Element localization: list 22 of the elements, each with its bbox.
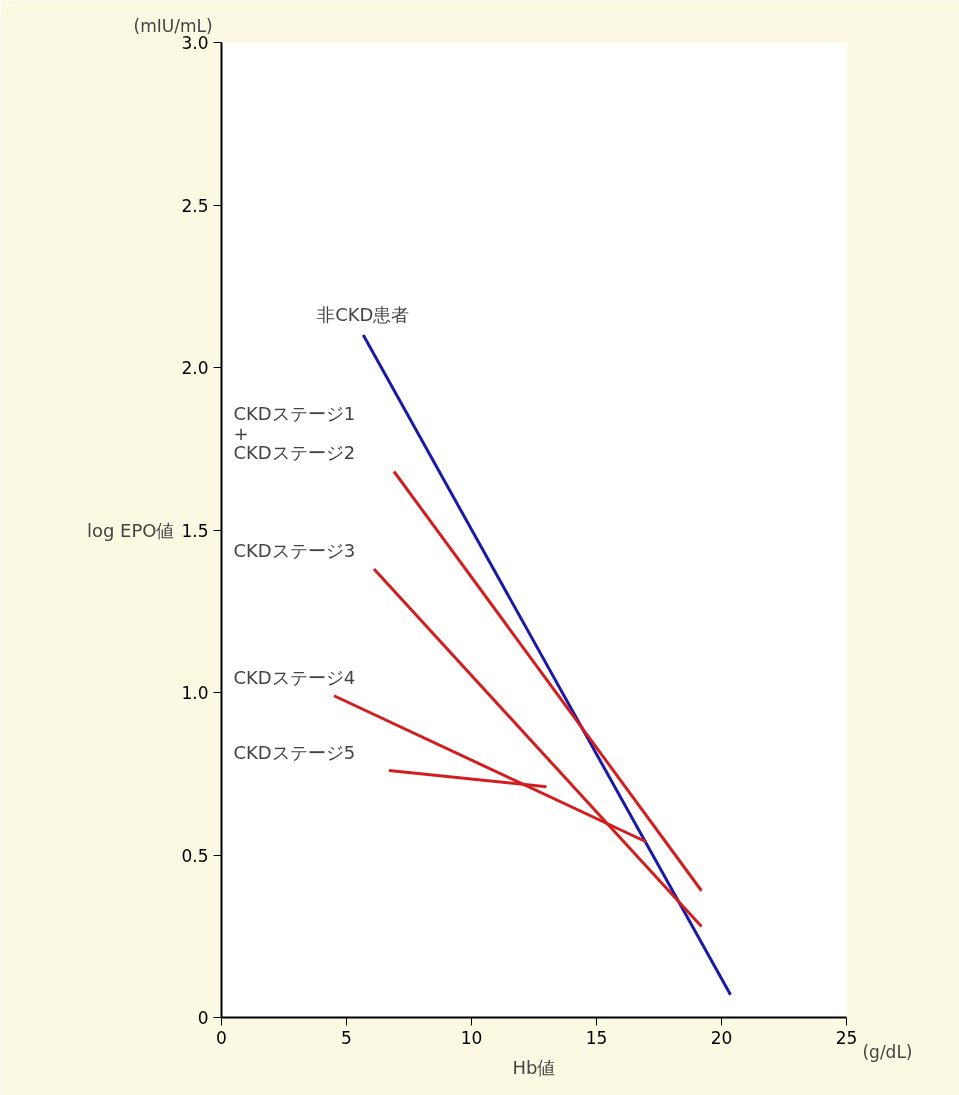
x-tick-label: 25: [835, 1027, 858, 1048]
series-label: CKDステージ3: [233, 540, 356, 561]
x-tick-label: 15: [585, 1027, 608, 1048]
y-tick-label: 2.5: [181, 195, 209, 216]
y-tick-label: 2.0: [181, 358, 209, 378]
series-label: 非CKD患者: [317, 304, 410, 325]
y-tick-label: 3.0: [181, 33, 209, 53]
text: CKDステージ1 + CKDステージ2: [233, 402, 356, 464]
y-tick-label: 1.5: [181, 520, 209, 541]
x-axis-title: Hb値: [512, 1056, 556, 1078]
text: (g/dL): [862, 1041, 913, 1062]
x-tick-label: 0: [216, 1027, 227, 1048]
x-tick-label: 20: [710, 1027, 733, 1048]
x-tick-label: 10: [460, 1027, 483, 1048]
y-tick-label: 0: [197, 1008, 209, 1028]
series-label: CKDステージ5: [233, 741, 356, 763]
x-tick-label: 5: [341, 1027, 352, 1048]
text: (mIU/mL): [133, 15, 213, 36]
y-axis-title: log EPO値: [86, 519, 175, 541]
y-tick-label: 0.5: [181, 845, 209, 866]
y-tick-label: 1.0: [181, 683, 209, 703]
series-label: CKDステージ4: [233, 666, 356, 688]
